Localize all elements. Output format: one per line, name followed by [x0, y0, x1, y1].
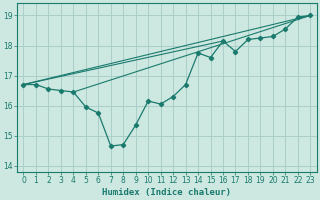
- X-axis label: Humidex (Indice chaleur): Humidex (Indice chaleur): [102, 188, 231, 197]
